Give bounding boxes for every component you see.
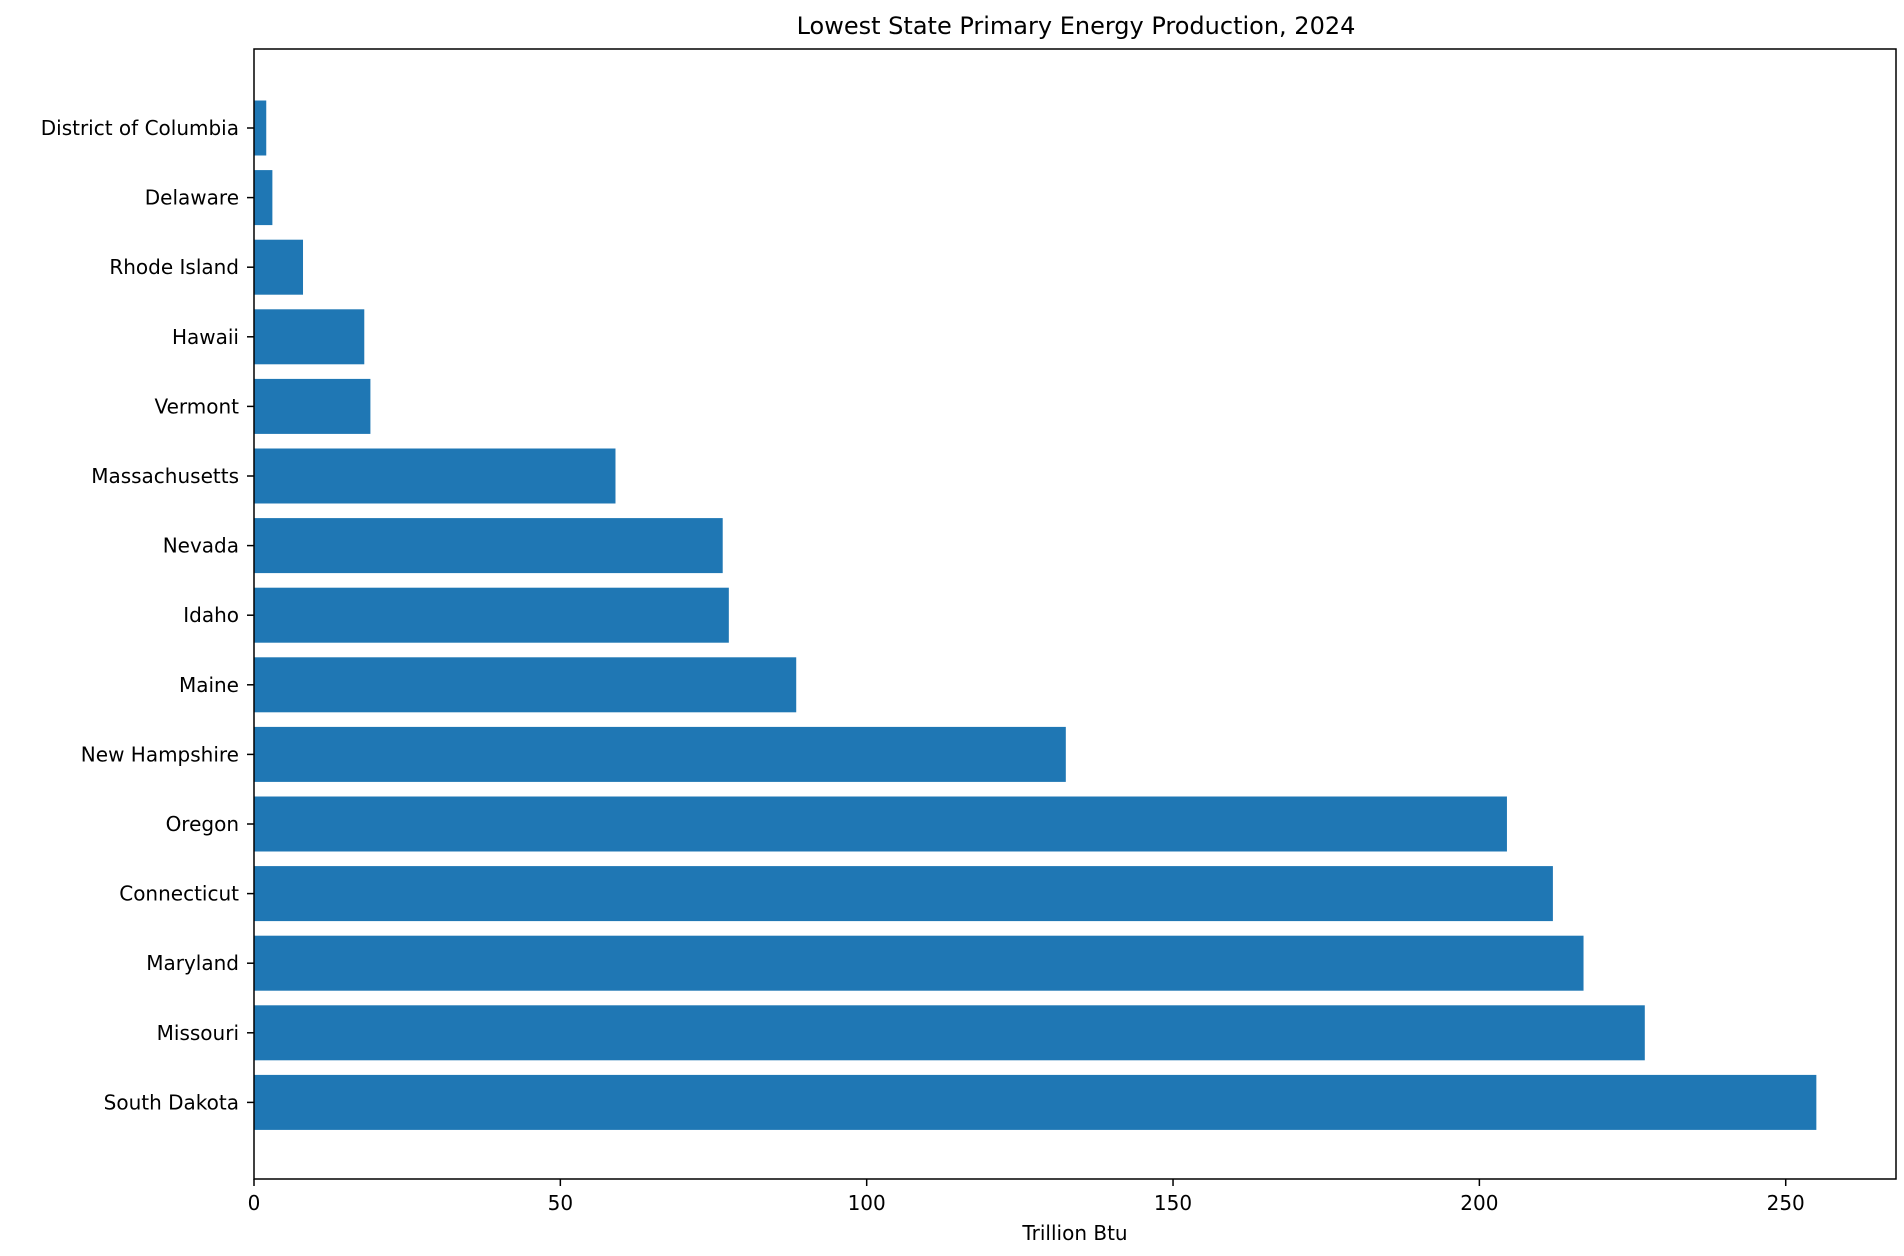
bar-maine	[254, 657, 797, 713]
y-tick-label: Oregon	[166, 812, 239, 836]
x-axis: 0 50 100 150 200 250	[248, 1179, 1805, 1215]
x-axis-title: Trillion Btu	[1021, 1221, 1127, 1245]
y-tick-label: New Hampshire	[81, 742, 239, 766]
x-tick-label: 250	[1767, 1191, 1805, 1215]
x-tick-label: 150	[1154, 1191, 1192, 1215]
x-tick-label: 100	[848, 1191, 886, 1215]
y-tick-label: Nevada	[163, 534, 239, 558]
y-tick-label: Hawaii	[172, 325, 239, 349]
x-tick-label: 50	[548, 1191, 573, 1215]
y-tick-label: Idaho	[183, 603, 239, 627]
bar-new-hampshire	[254, 726, 1066, 782]
y-tick-label: Delaware	[145, 186, 239, 210]
y-tick-label: South Dakota	[104, 1090, 239, 1114]
y-tick-label: Connecticut	[119, 882, 239, 906]
bar-massachusetts	[254, 448, 616, 504]
y-tick-label: Rhode Island	[109, 255, 239, 279]
y-tick-label: Missouri	[157, 1021, 239, 1045]
bar-missouri	[254, 1005, 1645, 1061]
bar-rhode-island	[254, 239, 304, 295]
bar-south-dakota	[254, 1074, 1817, 1130]
bar-hawaii	[254, 309, 365, 365]
x-tick-label: 200	[1460, 1191, 1498, 1215]
y-tick-label: Maine	[179, 673, 239, 697]
bar-oregon	[254, 796, 1507, 852]
y-tick-label: District of Columbia	[41, 116, 239, 140]
chart-title: Lowest State Primary Energy Production, …	[797, 12, 1356, 40]
bar-vermont	[254, 378, 371, 434]
bar-idaho	[254, 587, 729, 643]
y-tick-label: Massachusetts	[91, 464, 239, 488]
plot-area-frame	[253, 48, 1897, 1180]
y-tick-label: Maryland	[146, 951, 239, 975]
bars-layer	[254, 100, 1817, 1130]
x-tick-label: 0	[248, 1191, 261, 1215]
bar-district-of-columbia	[254, 100, 267, 156]
bar-nevada	[254, 518, 723, 574]
y-tick-label: Vermont	[154, 394, 239, 418]
bar-maryland	[254, 935, 1584, 991]
bar-delaware	[254, 170, 273, 226]
bar-connecticut	[254, 866, 1553, 922]
y-axis: District of Columbia Delaware Rhode Island…	[41, 116, 254, 1114]
